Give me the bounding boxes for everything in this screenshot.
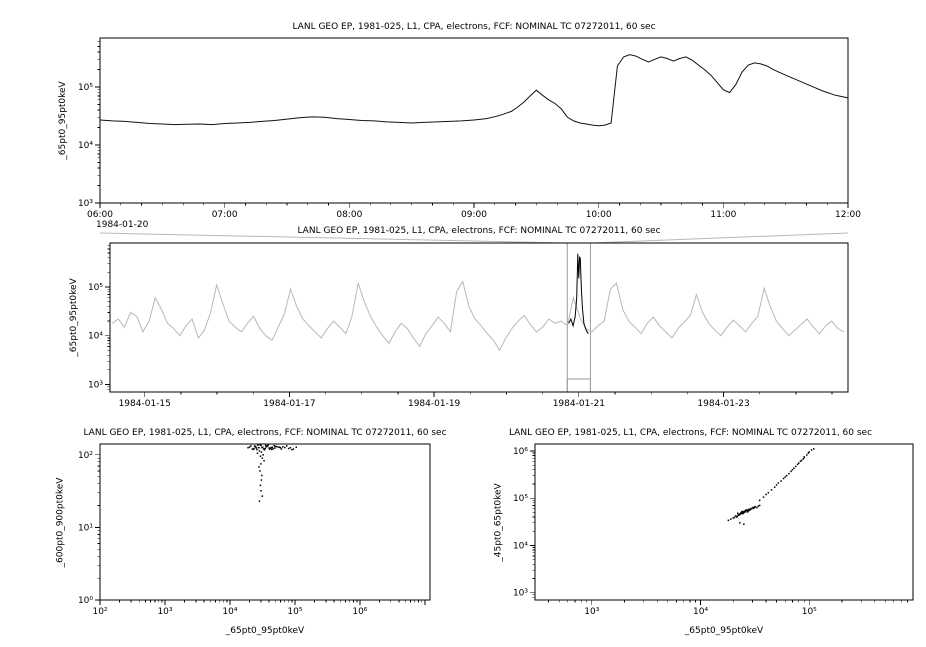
y-tick-label: 10⁴ — [78, 141, 93, 151]
x-tick-label: 12:00 — [835, 210, 861, 220]
zoom-connector — [99, 232, 849, 244]
y-tick-label: 10² — [78, 451, 93, 461]
plot-frame — [99, 443, 431, 601]
x-tick-label: 10⁴ — [222, 607, 237, 617]
chart4-xlabel: _65pt0_95pt0keV — [684, 626, 764, 636]
x-tick-label: 10⁵ — [802, 607, 817, 617]
x-tick-label: 1984-01-17 — [263, 399, 315, 409]
x-tick-label: 11:00 — [710, 210, 736, 220]
chart3-ylabel: _600pt0_900pt0keV — [55, 477, 66, 568]
y-tick-label: 10⁵ — [78, 83, 93, 93]
y-tick-label: 10⁰ — [78, 596, 93, 606]
chart4-title: LANL GEO EP, 1981-025, L1, CPA, electron… — [508, 428, 873, 438]
x-tick-label: 10⁶ — [352, 607, 367, 617]
x-tick-label: 1984-01-19 — [408, 399, 461, 409]
panel-3[interactable]: 10³ 10⁴ 10⁵ 10³ 10⁴ 10⁵ 10⁶ — [513, 443, 914, 617]
chart1-date-label: 1984-01-20 — [96, 220, 149, 230]
plot-frame — [109, 242, 849, 393]
x-tick-label: 10² — [92, 607, 107, 617]
chart4-ylabel: _45pt0_65pt0keV — [493, 483, 504, 562]
x-tick-label: 1984-01-15 — [119, 399, 171, 409]
context-flux-line — [111, 280, 845, 352]
x-tick-label: 10³ — [157, 607, 172, 617]
y-tick-label: 10⁵ — [88, 283, 103, 293]
y-tick-label: 10¹ — [78, 523, 93, 533]
panel-0[interactable]: 06:00 07:00 08:00 09:00 10:00 11:00 12:00 10³ 10… — [78, 37, 861, 220]
chart1-title: LANL GEO EP, 1981-025, L1, CPA, electron… — [292, 22, 656, 32]
y-tick-label: 10⁶ — [513, 447, 528, 457]
selection-handle[interactable] — [566, 378, 591, 393]
x-tick-label: 1984-01-21 — [553, 399, 605, 409]
y-tick-label: 10³ — [88, 380, 103, 390]
chart3-xlabel: _65pt0_95pt0keV — [225, 626, 305, 636]
chart3-title: LANL GEO EP, 1981-025, L1, CPA, electron… — [83, 428, 447, 438]
x-tick-label: 1984-01-23 — [697, 399, 749, 409]
y-tick-label: 10⁴ — [88, 332, 103, 342]
x-tick-label: 09:00 — [461, 210, 487, 220]
chart1-ylabel: _65pt0_95pt0keV — [58, 81, 68, 160]
panel-2[interactable]: 10² 10³ 10⁴ 10⁵ 10⁶ 10⁰ 10¹ 10² — [78, 443, 431, 617]
y-tick-label: 10⁴ — [513, 541, 528, 551]
plot-frame — [534, 443, 914, 601]
chart2-title: LANL GEO EP, 1981-025, L1, CPA, electron… — [297, 226, 661, 236]
x-tick-label: 10⁵ — [287, 607, 302, 617]
x-tick-label: 10⁴ — [693, 607, 708, 617]
panel-1[interactable]: 1984-01-15 1984-01-17 1984-01-19 1984-01-21… — [88, 242, 849, 409]
highlight-flux-line — [568, 253, 589, 334]
x-tick-label: 10³ — [584, 607, 599, 617]
x-tick-label: 06:00 — [87, 210, 113, 220]
scatter-600-900 — [247, 443, 297, 502]
electron-flux-line — [99, 54, 849, 127]
y-tick-label: 10³ — [513, 589, 528, 599]
y-tick-label: 10³ — [78, 199, 93, 209]
x-tick-label: 10:00 — [586, 210, 612, 220]
y-tick-label: 10⁵ — [513, 494, 528, 504]
scatter-45-65 — [727, 448, 815, 525]
x-tick-label: 08:00 — [336, 210, 362, 220]
chart2-ylabel: _65pt0_95pt0keV — [69, 278, 79, 357]
x-tick-label: 07:00 — [212, 210, 238, 220]
